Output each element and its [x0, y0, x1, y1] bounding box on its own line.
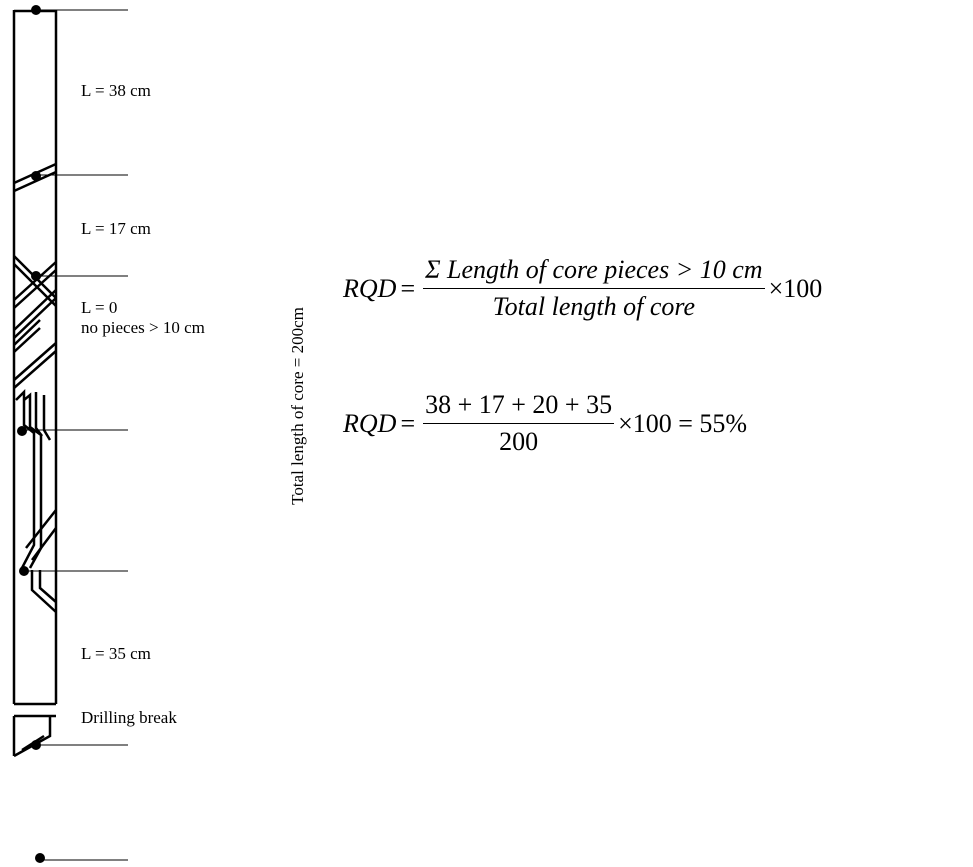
calc-lhs: RQD	[343, 408, 397, 438]
fracture-lower	[25, 509, 57, 561]
fracture-zone-d	[13, 342, 57, 389]
calc-result: ×100 = 55%	[618, 408, 748, 438]
label-total-length: Total length of core = 200cm	[288, 307, 307, 505]
marker-dot-7	[35, 853, 45, 863]
rqd-formula: RQD = Σ Length of core pieces > 10 cm To…	[343, 255, 822, 322]
formula-lhs: RQD	[343, 273, 397, 303]
break-diag	[13, 716, 52, 758]
formula-equals: =	[400, 273, 416, 303]
fracture-zone-c	[13, 289, 57, 339]
label-piece-17: L = 17 cm	[81, 219, 151, 238]
calc-fraction: 38 + 17 + 20 + 35 200	[423, 390, 615, 457]
label-piece-0: L = 0	[81, 298, 118, 317]
fracture-lower-b	[30, 570, 57, 613]
label-no-pieces: no pieces > 10 cm	[81, 318, 205, 337]
calc-equals: =	[400, 408, 416, 438]
marker-dot-1	[31, 5, 41, 15]
formula-numerator: Σ Length of core pieces > 10 cm	[423, 255, 765, 289]
formula-multiplier: ×100	[768, 273, 823, 303]
marker-dot-3	[31, 271, 41, 281]
formula-denominator: Total length of core	[492, 292, 696, 321]
formula-fraction: Σ Length of core pieces > 10 cm Total le…	[423, 255, 765, 322]
fracture-zone-e	[13, 319, 41, 353]
label-drilling-break: Drilling break	[81, 708, 177, 727]
marker-dot-2	[31, 171, 41, 181]
marker-dot-6	[31, 740, 41, 750]
calc-numerator: 38 + 17 + 20 + 35	[423, 390, 615, 424]
marker-dot-5	[19, 566, 29, 576]
label-piece-38: L = 38 cm	[81, 81, 151, 100]
calc-denominator: 200	[499, 427, 539, 456]
rqd-calculation: RQD = 38 + 17 + 20 + 35 200 ×100 = 55%	[343, 390, 747, 457]
piece-20-right	[34, 392, 52, 441]
marker-dot-4	[17, 426, 27, 436]
label-piece-35: L = 35 cm	[81, 644, 151, 663]
